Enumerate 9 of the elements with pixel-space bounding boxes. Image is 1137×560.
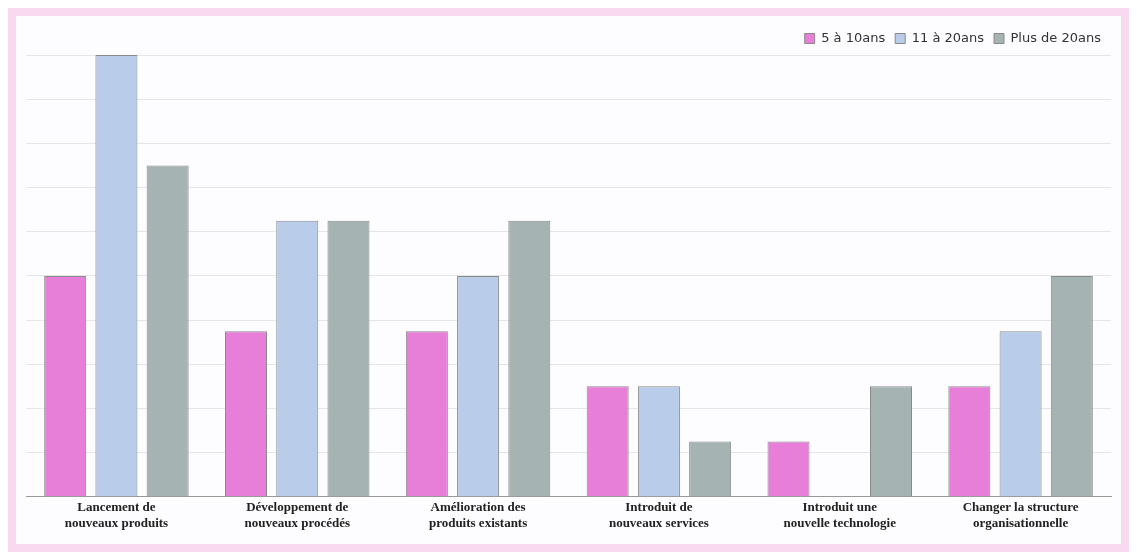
x-tick-label: Développement de nouveaux procédés: [244, 498, 351, 530]
legend-label: 11 à 20ans: [911, 29, 985, 45]
legend-label: Plus de 20ans: [1010, 29, 1102, 45]
x-tick-label: Amélioration des produits existants: [428, 498, 528, 530]
legend-label: 5 à 10ans: [821, 29, 886, 45]
x-tick-label: Lancement de nouveaux produits: [64, 498, 169, 530]
x-tick-label: Introduit une nouvelle technologie: [783, 498, 897, 530]
x-tick-label: Changer la structure organisationnelle: [962, 498, 1079, 530]
x-tick-label: Introduit de nouveaux services: [608, 498, 709, 530]
